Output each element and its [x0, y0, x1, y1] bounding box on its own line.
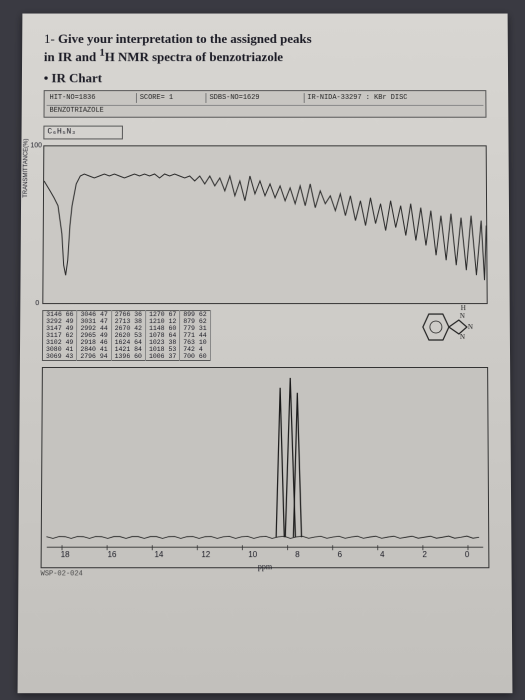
sdbs-no: SDBS-NO=1629	[206, 93, 302, 102]
peak-cell: 3031 47	[77, 318, 111, 325]
peak-cell: 2796 94	[77, 353, 111, 360]
peak-cell: 1624 64	[111, 339, 145, 346]
q-line-a: Give your interpretation to the assigned…	[58, 31, 312, 46]
nmr-x-ticks: 18 16 14 12 10 8 6 4 2 0	[42, 550, 489, 559]
peak-cell: 3080 41	[42, 346, 76, 353]
nmr-xtick: 2	[422, 550, 427, 559]
peak-cell: 879 62	[180, 318, 210, 325]
peak-cell: 1078 64	[145, 332, 179, 339]
hit-no: HIT-NO=1836	[47, 93, 134, 102]
peak-cell: 2992 44	[77, 325, 111, 332]
peak-cell: 3117 62	[43, 332, 77, 339]
q-number: 1-	[44, 31, 55, 46]
spectrum-header: HIT-NO=1836 SCORE= 1 SDBS-NO=1629 IR-NID…	[44, 90, 487, 118]
peak-cell: 2840 41	[77, 346, 111, 353]
page: 1- Give your interpretation to the assig…	[18, 14, 513, 694]
ir-y-min: 0	[35, 300, 39, 307]
peak-cell: 2965 49	[77, 332, 111, 339]
ir-y-label: TRANSMITTANCE(%)	[23, 139, 29, 198]
ir-y-max: 100	[30, 143, 42, 150]
peak-cell: 3146 66	[43, 311, 77, 318]
ir-chart-heading: • IR Chart	[44, 71, 487, 87]
footer-code: WSP-02-024	[41, 571, 490, 579]
peak-cell: 2620 53	[111, 332, 145, 339]
nmr-xtick: 4	[380, 550, 385, 559]
nmr-xtick: 18	[61, 550, 70, 559]
peak-cell: 1421 84	[111, 346, 145, 353]
question-text: 1- Give your interpretation to the assig…	[44, 31, 486, 65]
peak-cell: 3292 49	[43, 318, 77, 325]
peak-cell: 1018 53	[145, 346, 179, 353]
peak-cell: 1270 67	[146, 311, 180, 318]
ir-trace-svg	[43, 147, 486, 304]
peak-cell: 1006 37	[145, 353, 179, 360]
ir-nida: IR-NIDA-33297 : KBr DISC	[303, 93, 483, 102]
nmr-spectrum-chart: 181614121086420 ppm	[41, 367, 490, 568]
peak-cell: 3046 47	[77, 311, 111, 318]
peak-cell: 1023 38	[145, 339, 179, 346]
peak-cell: 1148 60	[145, 325, 179, 332]
peak-cell: 763 10	[180, 339, 210, 346]
peak-cell: 1210 12	[146, 318, 180, 325]
nmr-xtick: 10	[248, 550, 257, 559]
nmr-trace-svg	[42, 368, 489, 567]
svg-text:H: H	[461, 304, 466, 312]
peak-cell: 779 31	[180, 325, 210, 332]
benzotriazole-structure: H N N N	[415, 302, 475, 352]
peak-cell: 2766 36	[111, 311, 145, 318]
svg-text:N: N	[468, 323, 473, 331]
peak-data-table: 3146 663046 472766 361270 67899 62 3292 4…	[42, 310, 211, 361]
nmr-xtick: 0	[465, 550, 470, 559]
peak-cell: 899 62	[180, 311, 210, 318]
peak-cell: 742 4	[180, 346, 210, 353]
q-line-b: in IR and	[44, 49, 100, 64]
nmr-xtick: 16	[108, 550, 117, 559]
molecular-formula: C₆H₅N₃	[43, 126, 123, 140]
svg-text:N: N	[460, 312, 465, 320]
peak-cell: 3147 49	[43, 325, 77, 332]
nmr-x-label: ppm	[258, 563, 272, 572]
nmr-xtick: 6	[338, 550, 342, 559]
peak-cell: 771 44	[180, 332, 210, 339]
ir-spectrum-chart: 100 0 TRANSMITTANCE(%)	[42, 146, 487, 305]
peak-cell: 1396 60	[111, 353, 145, 360]
peak-cell: 3069 43	[42, 353, 76, 360]
compound-name: BENZOTRIAZOLE	[47, 105, 484, 115]
peak-cell: 2918 46	[77, 339, 111, 346]
peak-cell: 700 60	[180, 353, 210, 360]
q-line-c: H NMR spectra of benzotriazole	[105, 49, 283, 64]
svg-text:N: N	[460, 333, 465, 341]
peak-cell: 2713 38	[111, 318, 145, 325]
nmr-xtick: 14	[154, 550, 163, 559]
nmr-xtick: 12	[201, 550, 210, 559]
nmr-xtick: 8	[295, 550, 299, 559]
score: SCORE= 1	[136, 93, 204, 102]
peak-cell: 2670 42	[111, 325, 145, 332]
peak-cell: 3102 49	[43, 339, 77, 346]
